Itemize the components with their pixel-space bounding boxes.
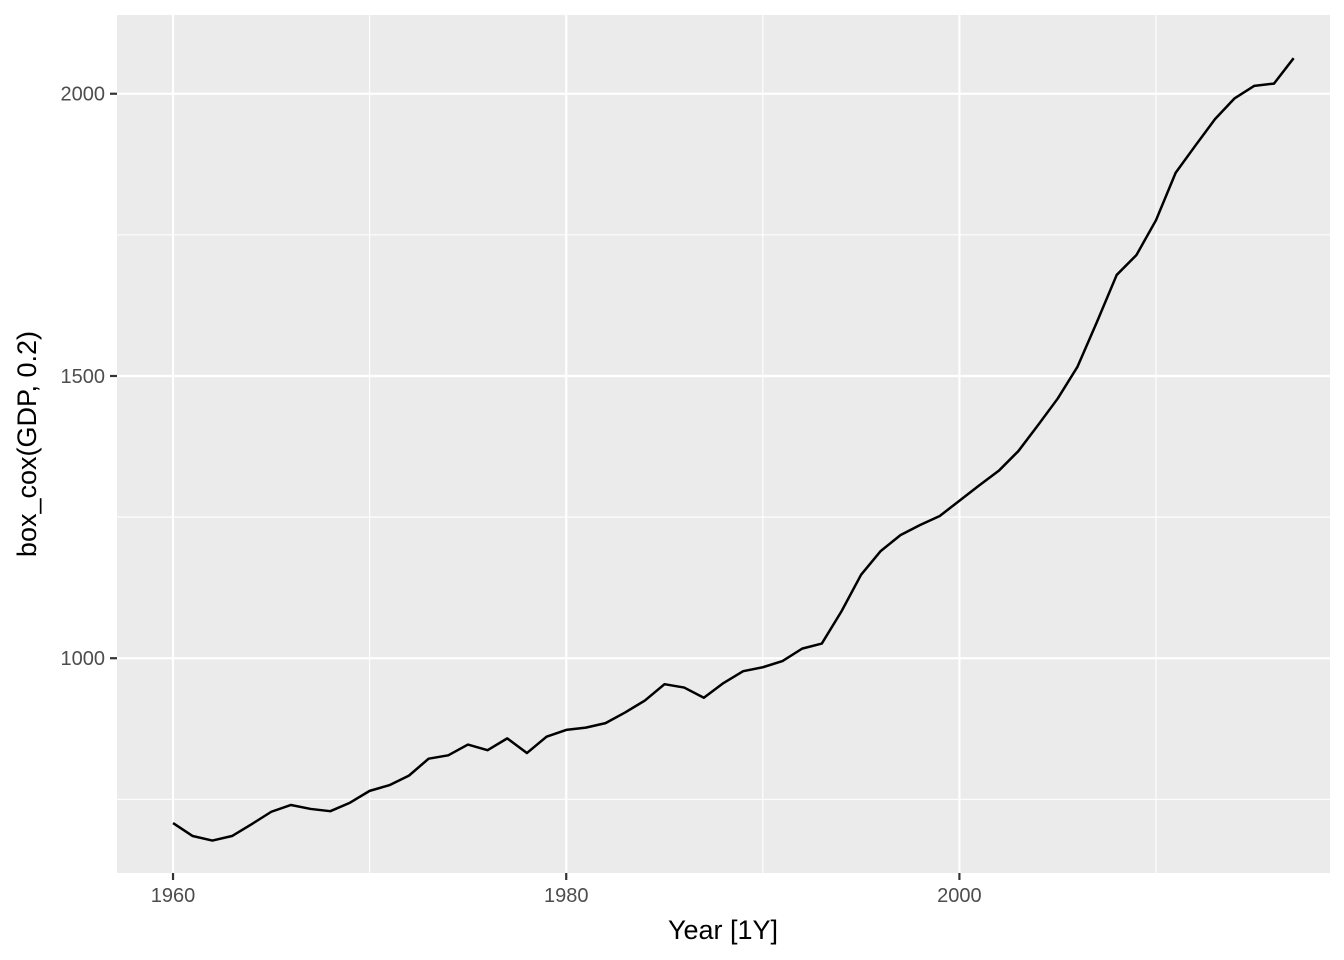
y-axis-title: box_cox(GDP, 0.2): [12, 331, 42, 557]
x-tick-label: 1980: [544, 885, 589, 907]
series-line: [172, 57, 1295, 842]
major-grid: [117, 15, 1330, 873]
minor-grid: [117, 15, 1330, 873]
y-tick-label: 2000: [61, 84, 106, 106]
x-axis: 1960 1980 2000: [151, 873, 982, 907]
x-axis-title: Year [1Y]: [668, 915, 778, 945]
series-group: [172, 57, 1295, 842]
x-tick-label: 1960: [151, 885, 196, 907]
plot-panel: [117, 15, 1330, 873]
y-tick-label: 1000: [61, 648, 106, 670]
x-tick-label: 2000: [937, 885, 982, 907]
y-axis: 1000 1500 2000: [61, 84, 117, 670]
y-tick-label: 1500: [61, 366, 106, 388]
